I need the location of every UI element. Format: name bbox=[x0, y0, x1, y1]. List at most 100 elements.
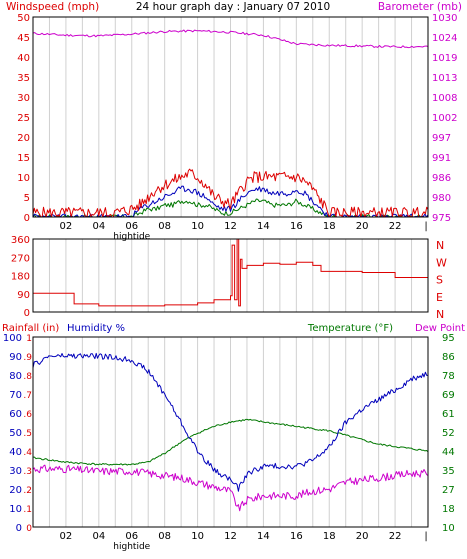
rainfall-tick: .3 bbox=[23, 467, 32, 477]
humidity-axis-label: Humidity % bbox=[67, 323, 125, 334]
panel3-frame bbox=[32, 336, 429, 528]
windspeed-line bbox=[32, 168, 429, 218]
panel3-x-tick: 22 bbox=[389, 531, 402, 542]
panel3-x-tick: 12 bbox=[224, 531, 237, 542]
panel3-x-tick: 16 bbox=[290, 531, 303, 542]
rainfall-axis-label: Rainfall (in) bbox=[2, 323, 59, 334]
panel1-frame bbox=[32, 16, 429, 218]
barometer-tick: 975 bbox=[432, 213, 451, 224]
panel1-x-tick: 06 bbox=[125, 221, 138, 232]
temperature-tick: 27 bbox=[442, 485, 455, 496]
dewpoint-axis-label: Dew Point bbox=[415, 323, 465, 334]
grid-lines bbox=[48, 17, 413, 527]
windspeed-tick: 45 bbox=[17, 33, 30, 44]
direction-tick: 0 bbox=[24, 308, 30, 319]
compass-letter: N bbox=[436, 239, 444, 252]
barometer-tick: 991 bbox=[432, 153, 451, 164]
humidity-tick: 80 bbox=[9, 371, 22, 382]
panel3-x-tick: 02 bbox=[60, 531, 73, 542]
windspeed-axis-label: Windspeed (mph) bbox=[6, 1, 99, 13]
temperature-tick: 44 bbox=[442, 447, 455, 458]
compass-letter: E bbox=[436, 291, 443, 304]
humidity-tick: 0 bbox=[16, 523, 22, 534]
barometer-tick: 997 bbox=[432, 133, 451, 144]
rainfall-tick: 0 bbox=[26, 524, 32, 534]
direction-tick: 180 bbox=[11, 272, 30, 283]
rainfall-tick: .6 bbox=[23, 410, 32, 420]
temperature-axis-label: Temperature (°F) bbox=[307, 323, 393, 334]
panel1-x-tick: 04 bbox=[92, 221, 105, 232]
rainfall-tick: 1 bbox=[26, 334, 32, 344]
panel3-x-tick: 10 bbox=[191, 531, 204, 542]
temperature-tick: 10 bbox=[442, 523, 455, 534]
panel1-x-tick: 12 bbox=[224, 221, 237, 232]
temperature-tick: 18 bbox=[442, 504, 455, 515]
compass-letter: W bbox=[436, 256, 447, 269]
temperature-tick: 69 bbox=[442, 390, 455, 401]
dewpoint-line bbox=[32, 464, 429, 512]
panel1-x-tick: 20 bbox=[356, 221, 369, 232]
panel3-x-tick: 20 bbox=[356, 531, 369, 542]
barometer-tick: 1013 bbox=[432, 73, 457, 84]
barometer-tick: 1019 bbox=[432, 53, 457, 64]
windspeed-tick: 50 bbox=[17, 13, 30, 24]
panel1-x-tick: 14 bbox=[257, 221, 270, 232]
tick-labels: 0510152025303540455097598098699199710021… bbox=[3, 13, 458, 552]
windspeed-tick: 20 bbox=[17, 133, 30, 144]
panel1-x-tick: 22 bbox=[389, 221, 402, 232]
temperature-tick: 52 bbox=[442, 428, 455, 439]
humidity-tick: 100 bbox=[3, 333, 22, 344]
panel3-x-tick: 06 bbox=[125, 531, 138, 542]
humidity-tick: 30 bbox=[9, 466, 22, 477]
direction-tick: 90 bbox=[17, 290, 30, 301]
barometer-axis-label: Barometer (mb) bbox=[378, 1, 462, 13]
panel1-x-tick: 10 bbox=[191, 221, 204, 232]
humidity-tick: 90 bbox=[9, 352, 22, 363]
panel3-x-tick: 04 bbox=[92, 531, 105, 542]
panel1-hightide-label: hightide bbox=[113, 232, 150, 242]
panel3-x-tick: 08 bbox=[158, 531, 171, 542]
wind-direction-line bbox=[33, 238, 429, 307]
humidity-tick: 20 bbox=[9, 485, 22, 496]
panel3-hightide-label: hightide bbox=[113, 542, 150, 552]
chart-title: 24 hour graph day : January 07 2010 bbox=[136, 1, 330, 13]
rainfall-tick: .1 bbox=[23, 505, 32, 515]
temperature-tick: 78 bbox=[442, 371, 455, 382]
windspeed-tick: 5 bbox=[24, 193, 30, 204]
panel3-x-tick: 14 bbox=[257, 531, 270, 542]
direction-tick: 360 bbox=[11, 235, 30, 246]
humidity-tick: 40 bbox=[9, 447, 22, 458]
temperature-tick: 86 bbox=[442, 352, 455, 363]
windspeed-tick: 35 bbox=[17, 73, 30, 84]
rainfall-tick: .5 bbox=[23, 429, 32, 439]
barometer-tick: 980 bbox=[432, 193, 451, 204]
humidity-tick: 10 bbox=[9, 504, 22, 515]
barometer-tick: 1030 bbox=[432, 13, 457, 24]
barometer-tick: 1002 bbox=[432, 113, 457, 124]
rainfall-tick: .2 bbox=[23, 486, 32, 496]
compass-letter: S bbox=[436, 274, 443, 287]
windspeed-tick: 0 bbox=[24, 213, 30, 224]
barometer-tick: 986 bbox=[432, 173, 451, 184]
panel1-x-tick: 16 bbox=[290, 221, 303, 232]
windspeed-tick: 25 bbox=[17, 113, 30, 124]
humidity-tick: 60 bbox=[9, 409, 22, 420]
temperature-tick: 61 bbox=[442, 409, 455, 420]
windspeed-tick: 10 bbox=[17, 173, 30, 184]
temperature-tick: 95 bbox=[442, 333, 455, 344]
temperature-line bbox=[33, 418, 429, 466]
barometer-tick: 1008 bbox=[432, 93, 457, 104]
rainfall-tick: .4 bbox=[23, 448, 32, 458]
humidity-line bbox=[32, 352, 428, 492]
panel1-x-tick: 08 bbox=[158, 221, 171, 232]
windspeed-tick: 30 bbox=[17, 93, 30, 104]
panel1-x-tick: 18 bbox=[323, 221, 336, 232]
panel3-x-end-tick: | bbox=[424, 531, 427, 542]
panel3-x-tick: 18 bbox=[323, 531, 336, 542]
panel2-frame bbox=[32, 238, 429, 313]
windspeed-tick: 15 bbox=[17, 153, 30, 164]
compass-letter: N bbox=[436, 308, 444, 321]
rainfall-tick: .7 bbox=[23, 391, 32, 401]
windspeed-tick: 40 bbox=[17, 53, 30, 64]
